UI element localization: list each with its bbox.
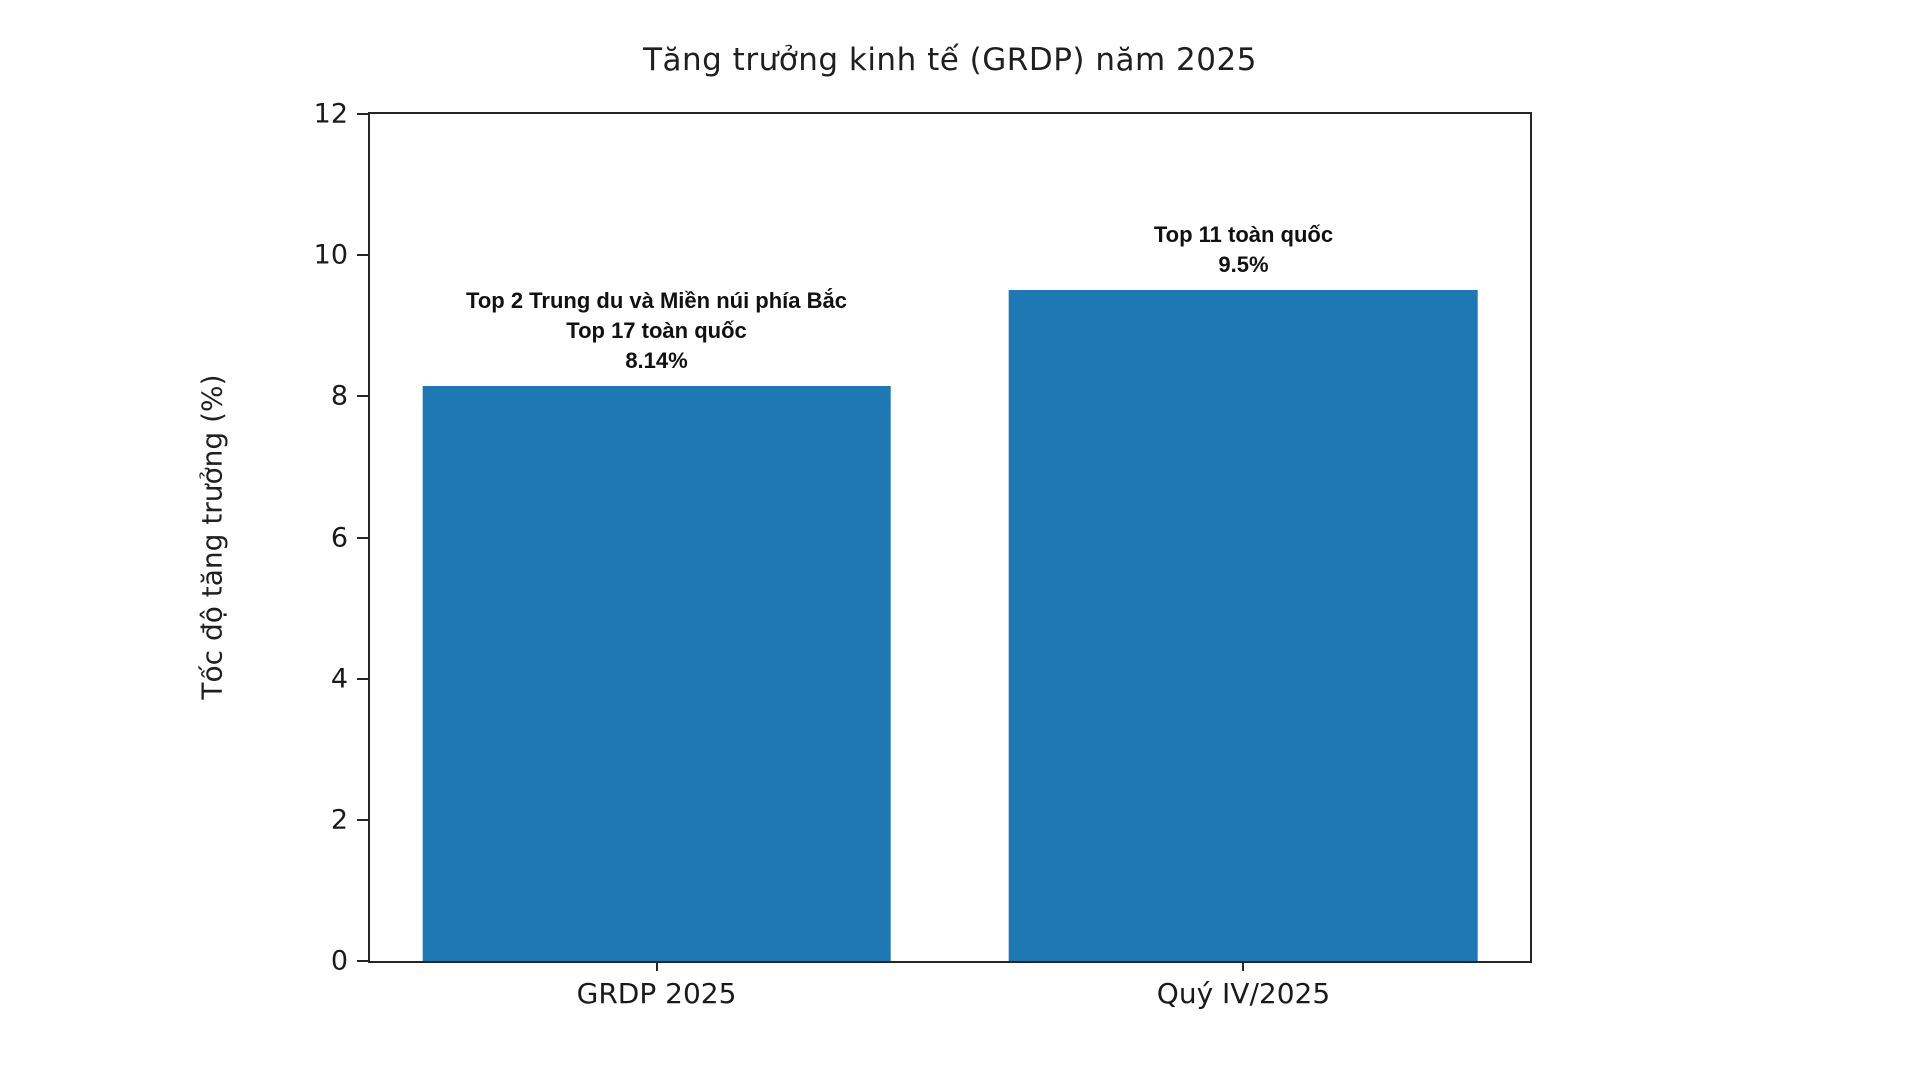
bar-quy-iv-2025 (1009, 290, 1478, 961)
x-tick-mark (1242, 961, 1245, 971)
y-tick-mark (357, 960, 370, 962)
annotation-quy-iv-2025: Top 11 toàn quốc 9.5% (1154, 220, 1333, 290)
annotation-line: Top 17 toàn quốc (566, 318, 747, 344)
y-tick-label: 12 (313, 98, 348, 130)
y-tick-label: 2 (330, 804, 348, 836)
bar-grdp-2025 (422, 386, 891, 961)
annotation-line: Top 2 Trung du và Miền núi phía Bắc (466, 288, 847, 314)
y-tick-mark (357, 818, 370, 821)
chart-title: Tăng trưởng kinh tế (GRDP) năm 2025 (643, 42, 1257, 78)
annotation-line: 8.14% (625, 348, 688, 374)
y-tick-mark (357, 536, 370, 539)
y-tick-mark (357, 395, 370, 398)
annotation-line: Top 11 toàn quốc (1153, 222, 1334, 248)
y-tick-mark (357, 254, 370, 257)
y-tick-label: 10 (313, 239, 348, 271)
y-tick-label: 4 (330, 663, 348, 695)
y-tick-mark (357, 677, 370, 680)
annotation-line: 9.5% (1218, 252, 1269, 278)
x-tick-label-quy-iv-2025: Quý IV/2025 (1156, 977, 1331, 1010)
y-tick-label: 6 (330, 522, 348, 553)
y-axis-label: Tốc độ tăng trưởng (%) (195, 374, 229, 700)
y-tick-mark (357, 113, 370, 115)
x-tick-label-grdp-2025: GRDP 2025 (576, 977, 737, 1010)
plot-area: Top 2 Trung du và Miền núi phía Bắc Top 1… (314, 101, 1532, 1010)
y-tick-label: 8 (330, 380, 348, 412)
y-tick-label: 0 (330, 945, 348, 977)
annotation-grdp-2025: Top 2 Trung du và Miền núi phía Bắc Top 1… (466, 286, 847, 386)
x-tick-mark (655, 961, 658, 971)
